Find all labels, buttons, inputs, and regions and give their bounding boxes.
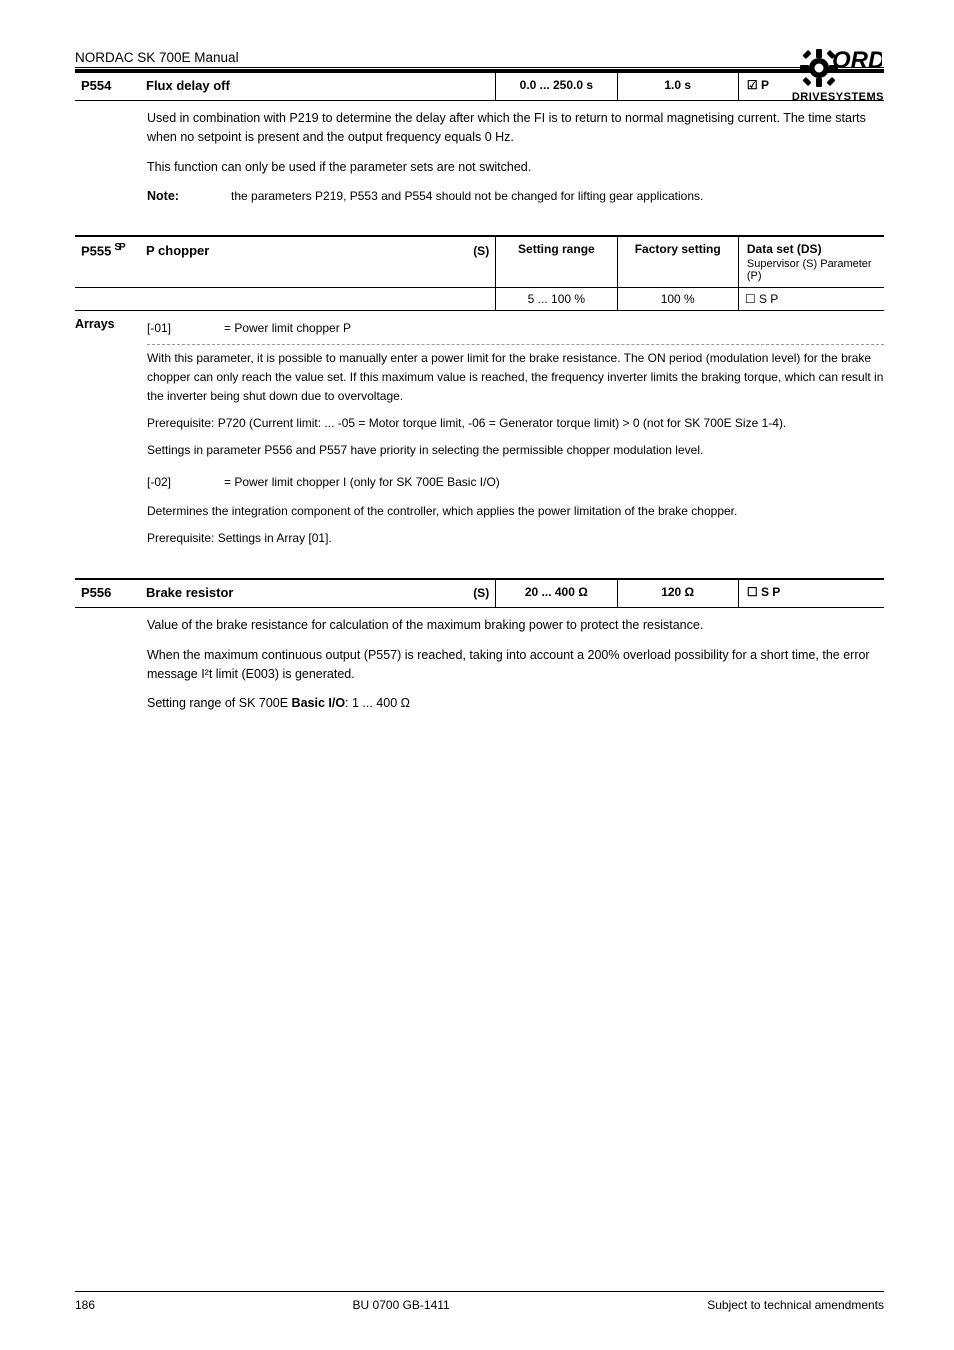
nord-gear-logo-icon: ORD	[792, 38, 882, 90]
p555-code: P555SP	[81, 242, 136, 258]
p556-body: Value of the brake resistance for calcul…	[75, 616, 884, 714]
arr01-num: [-01]	[147, 319, 212, 338]
svg-text:ORD: ORD	[832, 47, 882, 74]
p554-body: Used in combination with P219 to determi…	[75, 109, 884, 207]
p554-note: Note: the parameters P219, P553 and P554…	[147, 187, 884, 206]
arr02-body: Determines the integration component of …	[147, 502, 884, 548]
param-p554-table: P554 Flux delay off 0.0 ... 250.0 s 1.0 …	[75, 71, 884, 101]
note-label: Note:	[147, 187, 217, 206]
p556-p3: Setting range of SK 700E Basic I/O: 1 ..…	[147, 694, 884, 713]
p555-s-label: (S)	[473, 244, 489, 258]
p556-p2: When the maximum continuous output (P557…	[147, 646, 884, 685]
arr01-p1: With this parameter, it is possible to m…	[147, 349, 884, 407]
p554-factory: 1.0 s	[617, 72, 738, 101]
p556-s-label: (S)	[473, 586, 489, 600]
arr01-label: = Power limit chopper P	[224, 319, 884, 338]
arr01-body: With this parameter, it is possible to m…	[147, 349, 884, 461]
p554-para2: This function can only be used if the pa…	[147, 158, 884, 177]
arr02-p1: Determines the integration component of …	[147, 502, 884, 521]
doc-rev: BU 0700 GB-1411	[353, 1298, 450, 1312]
note-text: the parameters P219, P553 and P554 shoul…	[231, 187, 884, 206]
p555-factory: 100 %	[617, 287, 738, 310]
p556-factory: 120 Ω	[617, 579, 738, 608]
p555-name: P chopper	[146, 243, 463, 258]
arrays-label: Arrays	[75, 315, 133, 557]
doc-title: NORDAC SK 700E Manual	[75, 50, 884, 65]
page-number: 186	[75, 1298, 95, 1312]
p554-range: 0.0 ... 250.0 s	[496, 72, 617, 101]
arr01-p3: Settings in parameter P556 and P557 have…	[147, 441, 884, 460]
col-factory-label: Factory setting	[635, 242, 721, 256]
p556-code: P556	[81, 585, 136, 600]
col-ds-sub: Supervisor (S) Parameter (P)	[747, 258, 878, 282]
p554-code: P554	[81, 78, 136, 93]
p554-name: Flux delay off	[146, 78, 489, 93]
page-header: NORDAC SK 700E Manual	[75, 50, 884, 68]
p556-name: Brake resistor	[146, 585, 463, 600]
page-footer: 186 BU 0700 GB-1411 Subject to technical…	[75, 1291, 884, 1312]
p556-p1: Value of the brake resistance for calcul…	[147, 616, 884, 635]
param-p556-table: P556 Brake resistor (S) 20 ... 400 Ω 120…	[75, 578, 884, 608]
col-range-label: Setting range	[518, 242, 595, 256]
arr02-label: = Power limit chopper I (only for SK 700…	[224, 473, 884, 492]
p555-ds: ☐ S P	[738, 287, 884, 310]
p556-range: 20 ... 400 Ω	[496, 579, 617, 608]
brand-logo: ORD DRIVESYSTEMS	[792, 38, 884, 103]
p555-array-01: [-01] = Power limit chopper P	[147, 315, 884, 345]
logo-subtitle: DRIVESYSTEMS	[792, 91, 884, 103]
arr01-p2: Prerequisite: P720 (Current limit: ... -…	[147, 414, 884, 433]
col-ds-label: Data set (DS)	[747, 242, 822, 256]
p555-array-02: [-02] = Power limit chopper I (only for …	[147, 469, 884, 498]
p554-para1: Used in combination with P219 to determi…	[147, 109, 884, 148]
p555-range: 5 ... 100 %	[496, 287, 617, 310]
p556-ds: ☐ S P	[738, 579, 884, 608]
arr02-p2: Prerequisite: Settings in Array [01].	[147, 529, 884, 548]
param-p555-table: P555SP P chopper (S) Setting range Facto…	[75, 235, 884, 311]
footer-right: Subject to technical amendments	[707, 1298, 884, 1312]
arr02-num: [-02]	[147, 473, 212, 492]
p555-body: Arrays [-01] = Power limit chopper P Wit…	[75, 315, 884, 557]
